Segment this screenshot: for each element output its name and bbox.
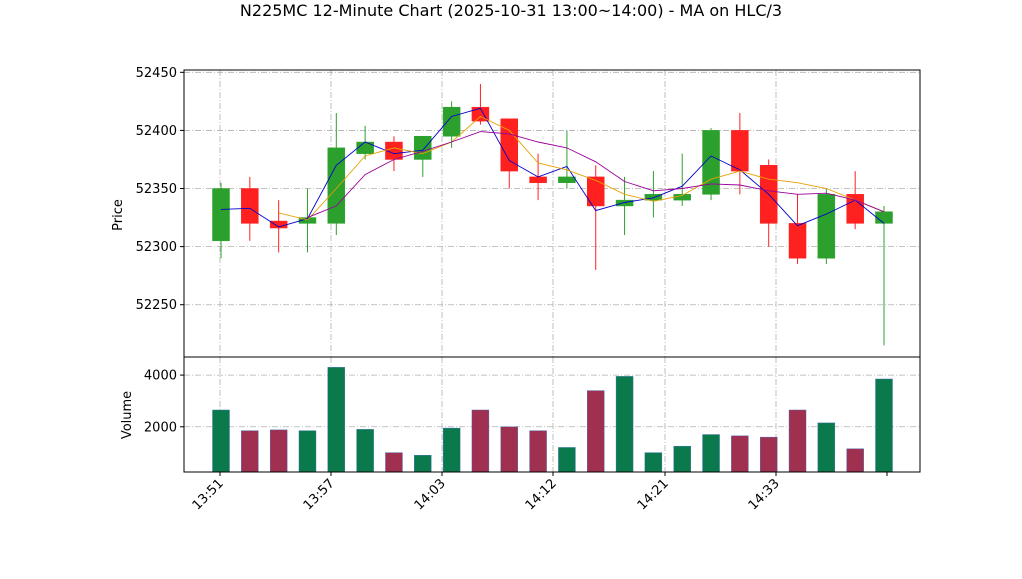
- candle: [817, 188, 836, 265]
- volume-bar: [212, 409, 230, 473]
- candle: [558, 130, 576, 189]
- candle-body: [500, 118, 519, 172]
- x-tick-label: 14:21: [635, 476, 672, 513]
- ma-line-3: [307, 131, 885, 219]
- volume-bar: [875, 378, 893, 473]
- volume-bar: [615, 376, 634, 473]
- candle: [269, 200, 288, 253]
- volume-bar: [759, 436, 778, 473]
- candle: [298, 188, 317, 253]
- candle-body: [414, 135, 432, 160]
- x-tick-label: 13:57: [301, 476, 338, 513]
- volume-bar: [269, 429, 288, 473]
- price-tick-label: 52450: [136, 66, 177, 81]
- volume-panel: 2000 4000 13:51 13:57 14:03 14:12 14:21 14:33: [144, 356, 921, 513]
- volume-axes-frame: [183, 356, 921, 473]
- price-panel: 52250 52300 52350 52400 52450: [136, 66, 921, 358]
- volume-tick-label: 4000: [144, 369, 177, 384]
- x-tick-label: 14:03: [412, 476, 449, 513]
- candle-body: [298, 217, 317, 224]
- candle-body: [471, 106, 490, 122]
- candle-body: [442, 106, 461, 137]
- chart-title: N225MC 12-Minute Chart (2025-10-31 13:00…: [240, 1, 782, 20]
- price-tick-label: 52250: [136, 298, 177, 313]
- price-axes-frame: [183, 69, 921, 358]
- candle: [414, 135, 432, 177]
- candle-body: [529, 176, 547, 183]
- candle: [500, 118, 519, 189]
- volume-bar: [414, 455, 432, 473]
- candle: [471, 83, 490, 125]
- volume-bar: [385, 452, 403, 473]
- volume-bar: [529, 430, 547, 473]
- candle: [442, 101, 461, 148]
- candle-body: [615, 199, 634, 207]
- volume-bar: [442, 427, 461, 473]
- candle-body: [356, 141, 374, 154]
- volume-bar: [500, 426, 518, 473]
- candle-body: [875, 211, 893, 224]
- candle: [327, 112, 346, 235]
- candle: [759, 159, 778, 247]
- candle: [586, 165, 605, 270]
- volume-bar: [702, 434, 720, 473]
- candle-body: [731, 130, 749, 172]
- volume-bar: [673, 445, 691, 473]
- candle-body: [817, 194, 836, 259]
- candle-body: [586, 176, 605, 207]
- volume-bar: [644, 452, 663, 473]
- ma-line-1: [220, 107, 885, 228]
- volume-bar: [587, 390, 605, 473]
- candle-body: [558, 176, 576, 183]
- candle: [702, 128, 720, 201]
- candle-body: [327, 147, 346, 224]
- price-tick-label: 52400: [136, 124, 177, 139]
- volume-bar: [241, 430, 259, 473]
- volume-bar: [471, 409, 490, 473]
- volume-bar: [817, 422, 836, 473]
- volume-bar: [298, 430, 317, 473]
- ma-line-2: [278, 115, 885, 221]
- candle: [615, 176, 634, 235]
- volume-bar: [558, 447, 576, 473]
- volume-bar: [356, 429, 374, 473]
- volume-tick-label: 2000: [144, 420, 177, 435]
- volume-axis-label: Volume: [120, 391, 135, 439]
- x-tick-label: 14:33: [746, 476, 783, 513]
- price-axis-label: Price: [111, 199, 126, 231]
- candle-body: [241, 188, 259, 224]
- x-tick-label: 14:12: [523, 476, 560, 513]
- x-tick-label: 13:51: [190, 476, 227, 513]
- volume-bar: [788, 409, 807, 473]
- price-tick-label: 52350: [136, 182, 177, 197]
- candle: [644, 171, 663, 218]
- candle: [212, 182, 230, 259]
- volume-bar: [327, 367, 346, 473]
- candle: [731, 112, 749, 195]
- candle-body: [385, 141, 403, 160]
- price-tick-label: 52300: [136, 240, 177, 255]
- candle: [788, 194, 807, 265]
- volume-bar: [846, 448, 864, 473]
- candle-body: [644, 194, 663, 201]
- volume-bar: [731, 435, 749, 473]
- candle-body: [212, 188, 230, 242]
- candle: [241, 176, 259, 241]
- candle: [875, 205, 893, 346]
- candle-body: [788, 223, 807, 259]
